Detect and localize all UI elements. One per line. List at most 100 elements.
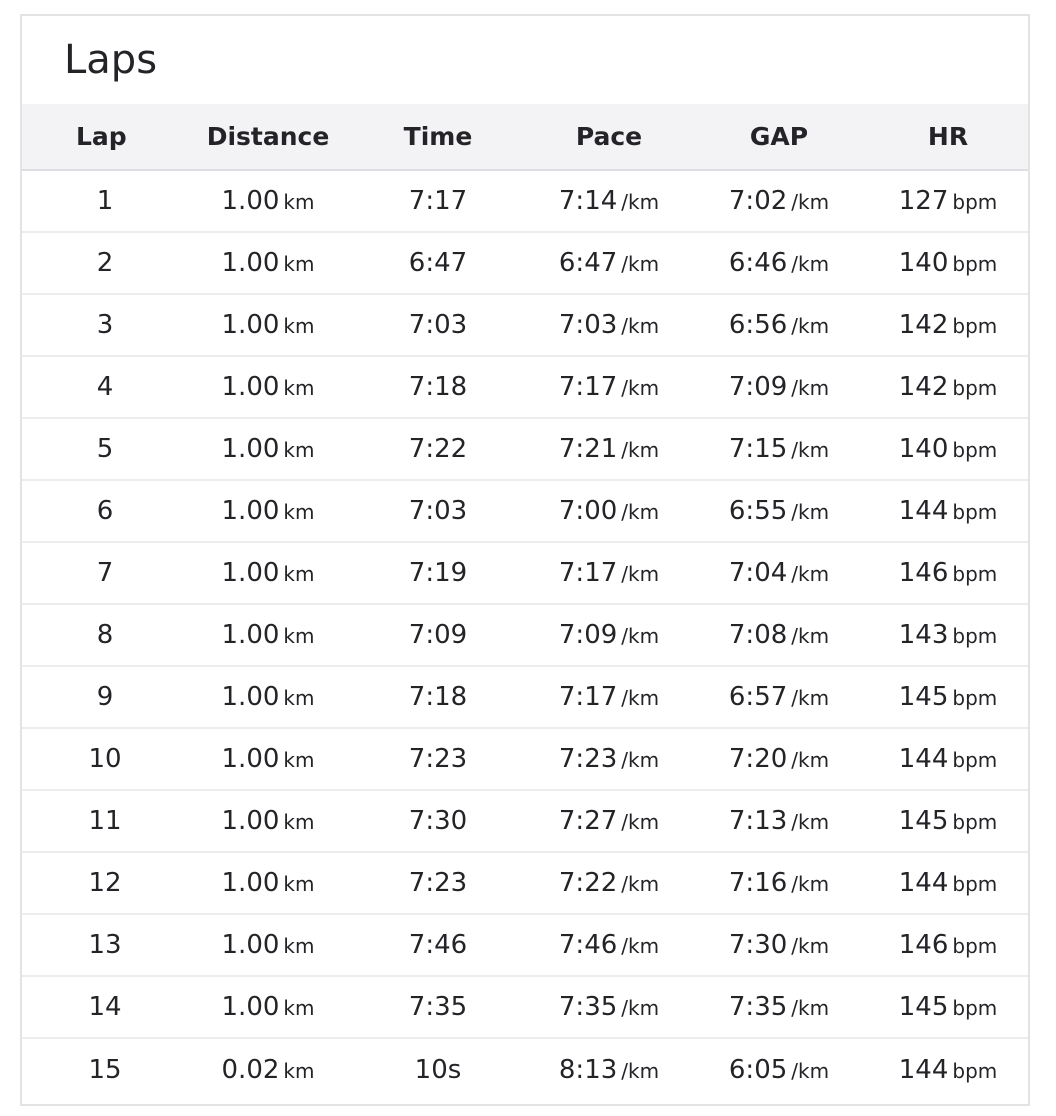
table-row: 13 1.00 km 7:46 7:46/km 7:30/km 146 bpm <box>22 914 1028 977</box>
distance-cell: 1.00 km <box>188 480 348 543</box>
hr-value: 145 <box>898 682 949 712</box>
gap-value: 6:55 <box>728 496 788 526</box>
time-cell: 7:22 <box>348 418 528 481</box>
distance-value: 1.00 <box>221 310 280 340</box>
lap-cell: 5 <box>22 418 188 481</box>
time-cell: 6:47 <box>348 232 528 295</box>
pace-unit: /km <box>621 810 660 834</box>
lap-cell: 12 <box>22 852 188 915</box>
time-cell: 7:18 <box>348 356 528 419</box>
lap-cell: 3 <box>22 294 188 357</box>
distance-cell: 1.00 km <box>188 914 348 977</box>
pace-unit: /km <box>621 686 660 710</box>
time-value: 7:18 <box>408 682 468 712</box>
distance-cell: 1.00 km <box>188 170 348 233</box>
hr-value: 144 <box>898 868 949 898</box>
lap-value: 13 <box>88 930 122 960</box>
pace-unit: /km <box>621 996 660 1020</box>
pace-unit: /km <box>621 376 660 400</box>
pace-cell: 7:22/km <box>528 852 690 915</box>
lap-cell: 2 <box>22 232 188 295</box>
distance-value: 1.00 <box>221 620 280 650</box>
time-value: 7:23 <box>408 744 468 774</box>
gap-cell: 6:57/km <box>690 666 868 729</box>
pace-cell: 6:47/km <box>528 232 690 295</box>
hr-unit: bpm <box>952 376 998 400</box>
hr-cell: 143 bpm <box>868 604 1028 667</box>
hr-cell: 145 bpm <box>868 976 1028 1039</box>
laps-table: Lap Distance Time Pace GAP HR 1 1.00 km 7:1… <box>22 104 1028 1100</box>
pace-unit: /km <box>621 314 660 338</box>
distance-value: 1.00 <box>221 248 280 278</box>
distance-unit: km <box>283 996 315 1020</box>
hr-value: 142 <box>898 372 949 402</box>
gap-cell: 7:20/km <box>690 728 868 791</box>
hr-unit: bpm <box>952 252 998 276</box>
gap-value: 7:35 <box>728 992 788 1022</box>
gap-cell: 6:56/km <box>690 294 868 357</box>
table-row: 14 1.00 km 7:35 7:35/km 7:35/km 145 bpm <box>22 976 1028 1039</box>
pace-cell: 7:46/km <box>528 914 690 977</box>
distance-value: 1.00 <box>221 992 280 1022</box>
gap-unit: /km <box>791 190 830 214</box>
gap-unit: /km <box>791 934 830 958</box>
lap-value: 8 <box>96 620 114 650</box>
table-body: 1 1.00 km 7:17 7:14/km 7:02/km 127 bpm 2 1.00 km 6:… <box>22 170 1028 1100</box>
header-lap: Lap <box>22 104 188 171</box>
pace-unit: /km <box>621 1058 660 1083</box>
distance-unit: km <box>283 1058 315 1083</box>
time-cell: 10s <box>348 1038 528 1100</box>
gap-unit: /km <box>791 1058 830 1083</box>
time-value: 7:03 <box>408 496 468 526</box>
gap-value: 6:46 <box>728 248 788 278</box>
table-row: 7 1.00 km 7:19 7:17/km 7:04/km 146 bpm <box>22 542 1028 605</box>
gap-cell: 7:08/km <box>690 604 868 667</box>
time-value: 7:23 <box>408 868 468 898</box>
pace-cell: 7:17/km <box>528 356 690 419</box>
lap-cell: 4 <box>22 356 188 419</box>
header-time: Time <box>348 104 528 171</box>
table-row: 2 1.00 km 6:47 6:47/km 6:46/km 140 bpm <box>22 232 1028 295</box>
time-cell: 7:46 <box>348 914 528 977</box>
gap-unit: /km <box>791 376 830 400</box>
pace-cell: 7:35/km <box>528 976 690 1039</box>
table-row: 11 1.00 km 7:30 7:27/km 7:13/km 145 bpm <box>22 790 1028 853</box>
lap-value: 4 <box>96 372 114 402</box>
pace-value: 7:27 <box>558 806 618 836</box>
hr-cell: 127 bpm <box>868 170 1028 233</box>
pace-value: 7:21 <box>558 434 618 464</box>
pace-cell: 7:00/km <box>528 480 690 543</box>
time-value: 7:17 <box>408 186 468 216</box>
lap-cell: 10 <box>22 728 188 791</box>
time-value: 7:35 <box>408 992 468 1022</box>
header-distance: Distance <box>188 104 348 171</box>
hr-unit: bpm <box>952 438 998 462</box>
distance-unit: km <box>283 624 315 648</box>
table-row: 12 1.00 km 7:23 7:22/km 7:16/km 144 bpm <box>22 852 1028 915</box>
header-hr: HR <box>868 104 1028 171</box>
lap-cell: 8 <box>22 604 188 667</box>
distance-unit: km <box>283 562 315 586</box>
distance-value: 1.00 <box>221 372 280 402</box>
pace-cell: 7:23/km <box>528 728 690 791</box>
gap-value: 7:20 <box>728 744 788 774</box>
lap-value: 7 <box>96 558 114 588</box>
gap-value: 7:04 <box>728 558 788 588</box>
pace-value: 7:17 <box>558 558 618 588</box>
hr-cell: 142 bpm <box>868 356 1028 419</box>
pace-value: 7:17 <box>558 372 618 402</box>
pace-unit: /km <box>621 190 660 214</box>
time-cell: 7:03 <box>348 480 528 543</box>
hr-value: 146 <box>898 558 949 588</box>
hr-value: 127 <box>898 186 949 216</box>
time-cell: 7:03 <box>348 294 528 357</box>
gap-unit: /km <box>791 624 830 648</box>
gap-unit: /km <box>791 748 830 772</box>
hr-cell: 144 bpm <box>868 1038 1028 1100</box>
hr-cell: 144 bpm <box>868 728 1028 791</box>
hr-cell: 145 bpm <box>868 790 1028 853</box>
time-cell: 7:30 <box>348 790 528 853</box>
time-value: 6:47 <box>408 248 468 278</box>
distance-unit: km <box>283 872 315 896</box>
pace-cell: 7:03/km <box>528 294 690 357</box>
